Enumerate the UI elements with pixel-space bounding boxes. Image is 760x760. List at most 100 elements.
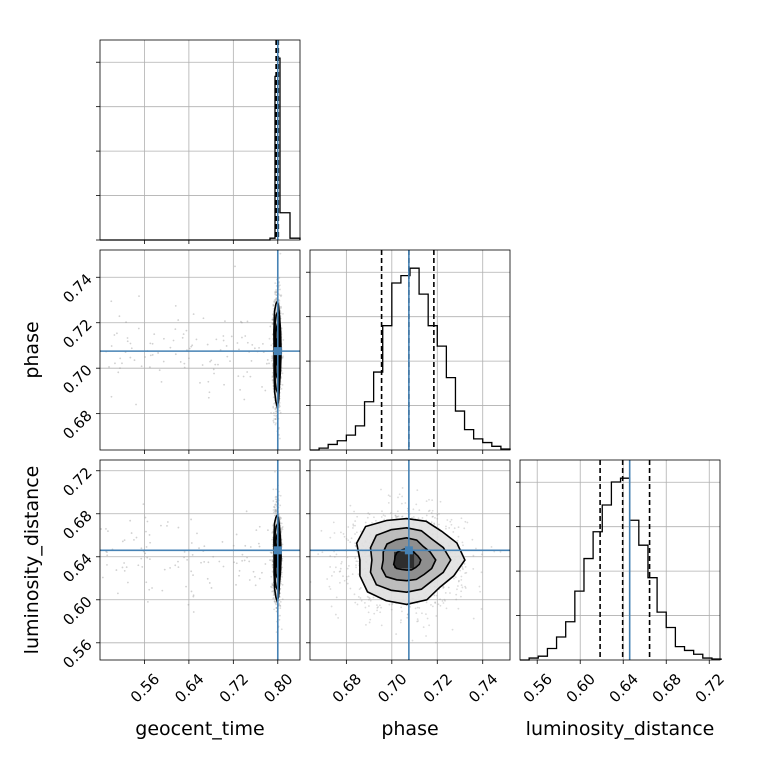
sample-point-outlier — [149, 354, 152, 357]
sample-point — [401, 515, 403, 518]
sample-point — [280, 582, 282, 585]
sample-point — [270, 551, 273, 554]
sample-point-outlier — [106, 554, 109, 557]
sample-point-outlier — [148, 588, 151, 591]
sample-point — [395, 633, 398, 635]
sample-point — [273, 298, 276, 301]
sample-point-outlier — [258, 577, 261, 580]
sample-point — [270, 552, 273, 554]
sample-point — [279, 294, 281, 297]
sample-point-outlier — [183, 550, 186, 553]
sample-point — [399, 621, 402, 624]
panel-frame — [519, 459, 721, 661]
sample-point — [445, 607, 448, 610]
sample-point-outlier — [195, 338, 198, 341]
sample-point-outlier — [126, 340, 129, 343]
sample-point-outlier — [249, 546, 252, 548]
sample-point — [416, 489, 419, 492]
contour-level-3 — [355, 517, 466, 606]
sample-point-outlier — [238, 574, 240, 577]
sample-point — [460, 590, 463, 593]
panel-contents — [310, 460, 510, 660]
sample-point — [416, 606, 419, 609]
sample-point — [460, 579, 463, 581]
sample-point — [274, 509, 277, 512]
sample-point-outlier — [232, 544, 235, 547]
sample-point — [364, 606, 367, 609]
sample-point-outlier — [261, 571, 263, 574]
x-tick-label: 0.64 — [606, 670, 642, 706]
sample-point — [380, 606, 382, 609]
sample-point — [271, 570, 274, 573]
sample-point — [274, 299, 277, 302]
sample-point — [338, 570, 341, 573]
sample-point-outlier — [222, 565, 225, 568]
sample-point-outlier — [264, 389, 267, 392]
sample-point — [273, 301, 276, 304]
sample-point-outlier — [190, 570, 193, 573]
sample-point — [274, 496, 277, 499]
sample-point — [333, 532, 336, 534]
sample-point — [272, 305, 275, 307]
sample-point — [416, 620, 419, 623]
sample-point — [445, 527, 447, 530]
sample-point — [354, 557, 357, 560]
sample-point — [274, 408, 277, 411]
sample-point — [433, 522, 436, 525]
sample-point — [272, 500, 275, 502]
sample-point-outlier — [191, 344, 194, 347]
sample-point-outlier — [133, 359, 136, 362]
panel-frame — [309, 249, 511, 451]
x-axis-label-phase: phase — [381, 718, 438, 740]
hist-panel-geocent_time — [96, 39, 301, 241]
sample-point-outlier — [145, 581, 148, 584]
truth-marker — [273, 347, 282, 356]
sample-point — [436, 513, 439, 516]
sample-point — [334, 566, 337, 569]
sample-point — [272, 307, 275, 310]
panel-background — [520, 460, 720, 660]
y-tick-label: 0.70 — [59, 361, 95, 397]
x-tick-label: 0.72 — [692, 670, 728, 706]
sample-point — [376, 606, 379, 609]
sample-point-outlier — [105, 527, 107, 530]
sample-point — [472, 554, 475, 557]
sample-point — [433, 594, 436, 597]
sample-point — [415, 612, 418, 615]
sample-point — [272, 590, 275, 592]
sample-point — [369, 599, 372, 602]
sample-point — [271, 323, 274, 325]
sample-point — [278, 404, 280, 407]
sample-point — [455, 598, 458, 601]
sample-point — [335, 553, 338, 556]
histogram-step-luminosity_distance — [520, 477, 722, 661]
sample-point — [272, 594, 275, 597]
sample-point — [447, 586, 450, 589]
sample-point — [406, 616, 409, 619]
sample-point — [271, 590, 274, 593]
sample-point — [273, 300, 275, 303]
sample-point — [401, 515, 404, 518]
sample-point — [271, 559, 274, 561]
sample-point-outlier — [261, 342, 264, 345]
sample-point — [367, 512, 370, 515]
sample-point — [380, 488, 382, 491]
sample-point — [374, 519, 377, 522]
sample-point-outlier — [177, 319, 180, 321]
sample-point — [271, 371, 274, 374]
panel-phase-vs-luminosity_distance — [309, 459, 511, 661]
sample-point — [280, 307, 282, 309]
sample-point — [499, 550, 502, 553]
sample-point-outlier — [183, 556, 186, 559]
sample-point — [401, 495, 404, 498]
sample-point — [281, 543, 284, 546]
sample-point — [464, 585, 467, 588]
panel-frame — [99, 459, 301, 661]
sample-point — [274, 470, 276, 473]
sample-point — [443, 598, 446, 601]
sample-point-outlier — [163, 568, 166, 571]
sample-point — [464, 520, 467, 523]
sample-point — [280, 294, 283, 297]
sample-point — [272, 412, 275, 414]
sample-point — [432, 515, 434, 518]
